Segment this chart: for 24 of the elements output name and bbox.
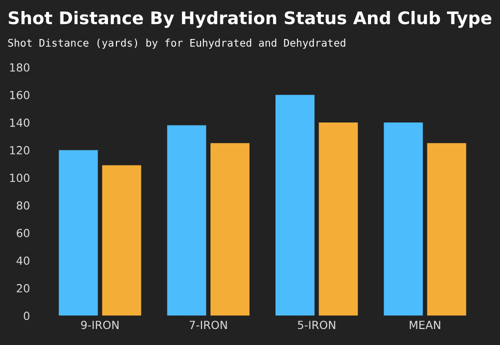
x-tick-label: 9-IRON [81,320,118,330]
bar [318,122,358,316]
bar [276,94,314,316]
bar [427,143,466,316]
bar [102,165,142,316]
y-tick-label: 100 [10,174,30,182]
bar [210,143,250,316]
chart-title: Shot Distance By Hydration Status And Club Type [8,10,492,28]
bar [167,125,206,316]
x-tick-label: 7-IRON [190,320,227,330]
x-tick-label: 5-IRON [298,320,336,330]
y-tick-label: 140 [10,118,30,127]
bar [58,150,98,316]
y-tick-label: 180 [10,63,30,72]
y-tick-label: 0 [24,312,30,320]
y-tick-label: 80 [16,201,30,210]
chart-subtitle: Shot Distance (yards) by for Euhydrated and Dehydrated [8,38,346,49]
y-tick-label: 60 [16,228,30,238]
bar [384,122,423,316]
y-tick-label: 40 [16,256,30,265]
y-tick-label: 20 [16,284,30,292]
y-tick-label: 120 [10,146,30,154]
y-tick-label: 160 [10,90,30,100]
x-tick-label: MEAN [410,320,440,329]
